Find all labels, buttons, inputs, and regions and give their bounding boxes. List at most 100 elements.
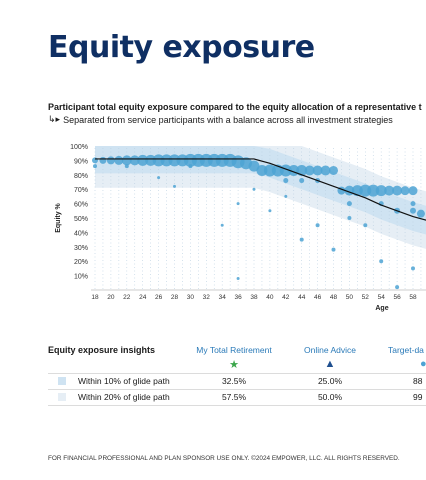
y-tick-label: 50%	[74, 216, 88, 223]
x-tick-label: 48	[330, 294, 338, 301]
insights-title: Equity exposure insights	[48, 345, 156, 355]
band-20-swatch	[58, 393, 66, 401]
data-bubble	[331, 247, 336, 252]
data-bubble	[346, 201, 352, 207]
data-bubble	[299, 178, 305, 184]
insight-row-20: Within 20% of glide path 57.5% 50.0% 99	[48, 390, 426, 405]
data-bubble	[329, 165, 338, 175]
data-bubble	[236, 276, 240, 280]
x-tick-label: 50	[346, 294, 354, 301]
data-bubble	[299, 237, 304, 242]
data-bubble	[312, 165, 323, 176]
arrow-return-icon: ↳▸	[48, 114, 61, 124]
insight-row-label: Within 10% of glide path	[78, 376, 170, 386]
x-tick-label: 22	[123, 294, 131, 301]
x-tick-label: 58	[409, 294, 417, 301]
x-axis-label: Age	[375, 305, 388, 312]
data-bubble	[268, 209, 272, 213]
x-tick-label: 46	[314, 294, 322, 301]
x-tick-label: 38	[250, 294, 258, 301]
x-tick-label: 52	[362, 294, 370, 301]
footer-disclaimer: FOR FINANCIAL PROFESSIONAL AND PLAN SPON…	[48, 455, 400, 462]
insight-row-10: Within 10% of glide path 32.5% 25.0% 88	[48, 374, 426, 389]
data-bubble	[411, 266, 415, 271]
y-tick-label: 90%	[74, 158, 88, 165]
insight-value-online-advice: 50.0%	[317, 392, 343, 402]
data-bubble	[106, 156, 115, 165]
insight-value-mtr: 32.5%	[221, 376, 247, 386]
chart-subnote: ↳▸ Separated from service participants w…	[48, 114, 393, 125]
data-bubble	[410, 201, 416, 207]
band-10-swatch	[58, 377, 66, 385]
y-tick-label: 10%	[74, 274, 88, 281]
data-bubble	[252, 187, 256, 191]
insight-value-target-date: 88	[413, 376, 423, 386]
y-tick-label: 100%	[70, 144, 88, 151]
glide-band-10	[95, 146, 426, 235]
x-tick-label: 20	[107, 294, 115, 301]
data-bubble	[392, 185, 403, 196]
chart-subnote-text: Separated from service participants with…	[63, 114, 393, 125]
x-tick-label: 18	[91, 294, 99, 301]
data-bubble	[124, 164, 129, 169]
x-tick-label: 56	[393, 294, 401, 301]
data-bubble	[384, 185, 395, 196]
data-bubble	[114, 155, 124, 165]
data-bubble	[157, 176, 161, 180]
data-bubble	[379, 259, 384, 264]
column-header-target-date: Target-da	[388, 345, 424, 355]
row-divider	[48, 405, 426, 406]
data-bubble	[320, 165, 331, 176]
data-bubble	[347, 216, 352, 220]
data-bubble	[236, 202, 240, 206]
y-tick-label: 20%	[74, 259, 88, 266]
data-bubble	[92, 157, 98, 164]
row-divider	[48, 389, 426, 390]
data-bubble	[284, 194, 288, 198]
data-bubble	[99, 156, 107, 164]
page-title: Equity exposure	[48, 30, 315, 65]
equity-chart: 100% 90% 80% 70% 60% 50% 40% 30% 20% 10% 18 20 22 24 2…	[55, 144, 426, 312]
data-bubble	[129, 155, 140, 166]
column-header-my-total-retirement: My Total Retirement	[196, 345, 272, 355]
x-tick-label: 54	[378, 294, 386, 301]
x-tick-label: 30	[187, 294, 195, 301]
data-bubble	[363, 223, 368, 228]
x-tick-label: 44	[298, 294, 306, 301]
y-tick-label: 40%	[74, 230, 88, 237]
data-bubble	[283, 178, 289, 184]
data-bubble	[410, 207, 416, 214]
data-bubble	[408, 186, 418, 196]
x-tick-label: 42	[282, 294, 290, 301]
x-tick-label: 40	[266, 294, 274, 301]
data-bubble	[375, 185, 387, 197]
x-tick-label: 24	[139, 294, 147, 301]
y-axis-label: Equity %	[55, 202, 62, 232]
data-bubble	[315, 223, 320, 228]
star-icon: ★	[229, 359, 239, 371]
data-bubble	[121, 155, 132, 166]
data-bubble	[416, 209, 425, 218]
y-tick-label: 70%	[74, 187, 88, 194]
data-bubble	[137, 154, 149, 166]
x-tick-label: 26	[155, 294, 163, 301]
y-tick-label: 60%	[74, 202, 88, 209]
glide-path-line	[95, 158, 426, 221]
chart-subtitle: Participant total equity exposure compar…	[48, 102, 422, 112]
circle-icon: ●	[420, 358, 426, 370]
data-bubble	[188, 164, 193, 169]
triangle-icon: ▲	[324, 358, 336, 370]
data-bubble	[93, 164, 97, 169]
x-tick-label: 28	[171, 294, 179, 301]
insight-value-online-advice: 25.0%	[317, 376, 343, 386]
x-tick-label: 32	[203, 294, 211, 301]
insight-value-target-date: 99	[413, 392, 423, 402]
x-tick-label: 34	[219, 294, 227, 301]
column-header-online-advice: Online Advice	[304, 345, 356, 355]
data-bubble	[304, 165, 315, 176]
x-tick-label: 36	[234, 294, 242, 301]
data-bubble	[220, 223, 224, 227]
y-tick-label: 80%	[74, 173, 88, 180]
data-bubble	[173, 184, 176, 188]
row-divider	[48, 373, 426, 374]
